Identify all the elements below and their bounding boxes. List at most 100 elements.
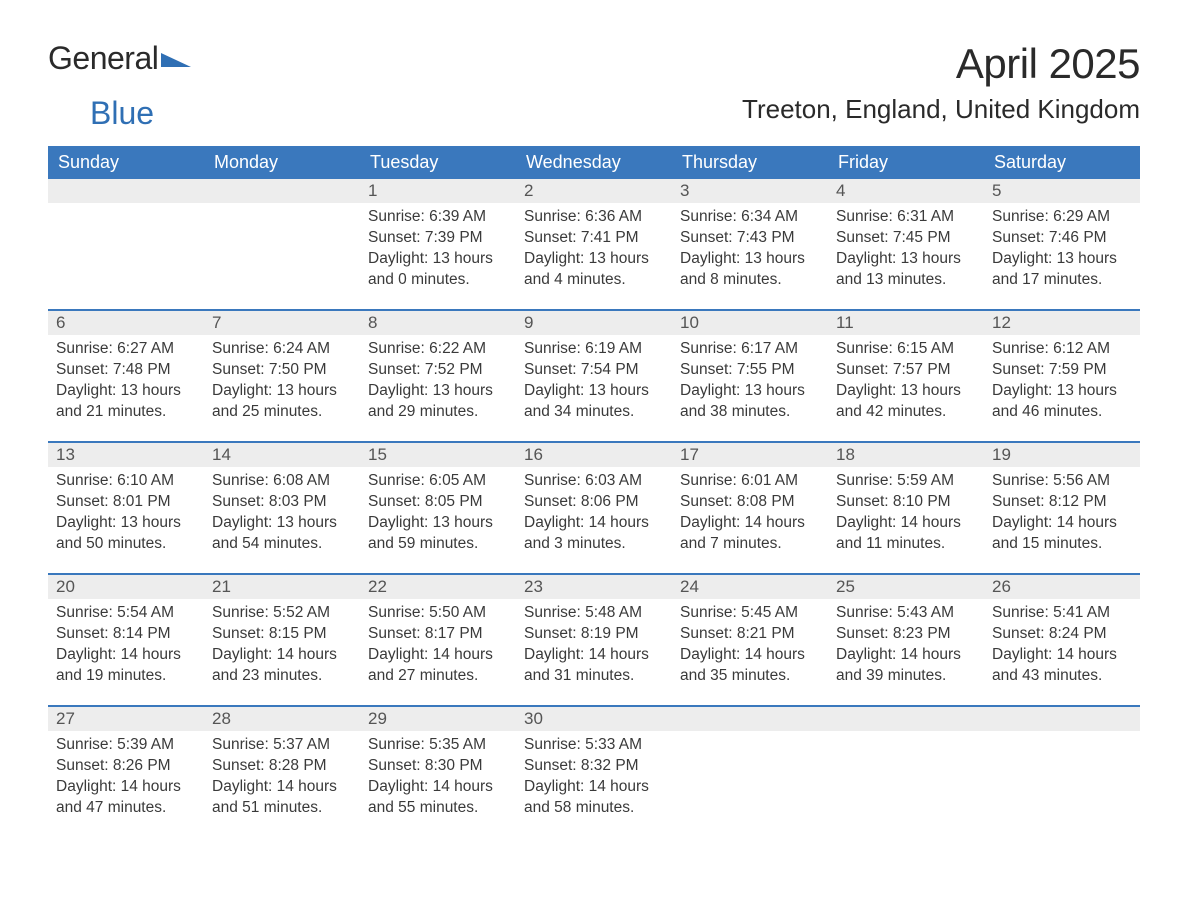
day-header-thu: Thursday xyxy=(672,146,828,179)
sunset-text: Sunset: 8:19 PM xyxy=(524,624,664,645)
sunrise-text: Sunrise: 5:33 AM xyxy=(524,735,664,756)
daylight-text: Daylight: 14 hours and 55 minutes. xyxy=(368,777,508,819)
day-details: Sunrise: 6:19 AMSunset: 7:54 PMDaylight:… xyxy=(516,335,672,423)
calendar-day: 14Sunrise: 6:08 AMSunset: 8:03 PMDayligh… xyxy=(204,443,360,573)
calendar-day: 29Sunrise: 5:35 AMSunset: 8:30 PMDayligh… xyxy=(360,707,516,837)
daylight-text: Daylight: 13 hours and 54 minutes. xyxy=(212,513,352,555)
daylight-text: Daylight: 14 hours and 39 minutes. xyxy=(836,645,976,687)
logo-text-blue: Blue xyxy=(90,95,154,132)
sunset-text: Sunset: 8:12 PM xyxy=(992,492,1132,513)
title-block: April 2025 Treeton, England, United King… xyxy=(742,40,1140,125)
calendar-week: 1Sunrise: 6:39 AMSunset: 7:39 PMDaylight… xyxy=(48,179,1140,309)
day-number: 16 xyxy=(516,443,672,467)
day-details: Sunrise: 5:35 AMSunset: 8:30 PMDaylight:… xyxy=(360,731,516,819)
day-details: Sunrise: 5:37 AMSunset: 8:28 PMDaylight:… xyxy=(204,731,360,819)
sunset-text: Sunset: 7:46 PM xyxy=(992,228,1132,249)
sunset-text: Sunset: 8:10 PM xyxy=(836,492,976,513)
day-number: 23 xyxy=(516,575,672,599)
sunset-text: Sunset: 7:57 PM xyxy=(836,360,976,381)
daylight-text: Daylight: 13 hours and 46 minutes. xyxy=(992,381,1132,423)
daylight-text: Daylight: 14 hours and 7 minutes. xyxy=(680,513,820,555)
sunrise-text: Sunrise: 5:35 AM xyxy=(368,735,508,756)
sunrise-text: Sunrise: 6:29 AM xyxy=(992,207,1132,228)
daylight-text: Daylight: 14 hours and 3 minutes. xyxy=(524,513,664,555)
sunrise-text: Sunrise: 6:05 AM xyxy=(368,471,508,492)
calendar-day xyxy=(204,179,360,309)
day-number: 20 xyxy=(48,575,204,599)
day-details: Sunrise: 5:52 AMSunset: 8:15 PMDaylight:… xyxy=(204,599,360,687)
calendar-day: 12Sunrise: 6:12 AMSunset: 7:59 PMDayligh… xyxy=(984,311,1140,441)
day-details: Sunrise: 5:41 AMSunset: 8:24 PMDaylight:… xyxy=(984,599,1140,687)
calendar-day xyxy=(828,707,984,837)
calendar-day: 1Sunrise: 6:39 AMSunset: 7:39 PMDaylight… xyxy=(360,179,516,309)
calendar-day: 16Sunrise: 6:03 AMSunset: 8:06 PMDayligh… xyxy=(516,443,672,573)
sunset-text: Sunset: 8:08 PM xyxy=(680,492,820,513)
daylight-text: Daylight: 14 hours and 31 minutes. xyxy=(524,645,664,687)
calendar-day: 2Sunrise: 6:36 AMSunset: 7:41 PMDaylight… xyxy=(516,179,672,309)
sunrise-text: Sunrise: 6:03 AM xyxy=(524,471,664,492)
day-number: 4 xyxy=(828,179,984,203)
sunrise-text: Sunrise: 5:43 AM xyxy=(836,603,976,624)
day-details: Sunrise: 5:59 AMSunset: 8:10 PMDaylight:… xyxy=(828,467,984,555)
day-details: Sunrise: 5:33 AMSunset: 8:32 PMDaylight:… xyxy=(516,731,672,819)
day-number: 3 xyxy=(672,179,828,203)
calendar-day: 24Sunrise: 5:45 AMSunset: 8:21 PMDayligh… xyxy=(672,575,828,705)
day-number: 17 xyxy=(672,443,828,467)
day-number: 12 xyxy=(984,311,1140,335)
day-header-sat: Saturday xyxy=(984,146,1140,179)
sunset-text: Sunset: 7:55 PM xyxy=(680,360,820,381)
sunrise-text: Sunrise: 6:39 AM xyxy=(368,207,508,228)
calendar-day: 28Sunrise: 5:37 AMSunset: 8:28 PMDayligh… xyxy=(204,707,360,837)
day-number: 24 xyxy=(672,575,828,599)
day-details: Sunrise: 6:39 AMSunset: 7:39 PMDaylight:… xyxy=(360,203,516,291)
logo-flag-icon xyxy=(161,40,191,77)
calendar-day: 17Sunrise: 6:01 AMSunset: 8:08 PMDayligh… xyxy=(672,443,828,573)
day-number: 2 xyxy=(516,179,672,203)
day-number: 8 xyxy=(360,311,516,335)
daylight-text: Daylight: 14 hours and 11 minutes. xyxy=(836,513,976,555)
sunrise-text: Sunrise: 6:27 AM xyxy=(56,339,196,360)
sunrise-text: Sunrise: 5:52 AM xyxy=(212,603,352,624)
day-details: Sunrise: 6:24 AMSunset: 7:50 PMDaylight:… xyxy=(204,335,360,423)
sunset-text: Sunset: 8:21 PM xyxy=(680,624,820,645)
sunset-text: Sunset: 7:43 PM xyxy=(680,228,820,249)
logo: General xyxy=(48,40,191,77)
logo-text-general: General xyxy=(48,40,158,77)
sunrise-text: Sunrise: 6:17 AM xyxy=(680,339,820,360)
day-details: Sunrise: 5:39 AMSunset: 8:26 PMDaylight:… xyxy=(48,731,204,819)
calendar-day xyxy=(48,179,204,309)
calendar-day: 6Sunrise: 6:27 AMSunset: 7:48 PMDaylight… xyxy=(48,311,204,441)
sunrise-text: Sunrise: 6:12 AM xyxy=(992,339,1132,360)
sunset-text: Sunset: 7:54 PM xyxy=(524,360,664,381)
day-details: Sunrise: 5:45 AMSunset: 8:21 PMDaylight:… xyxy=(672,599,828,687)
calendar-day xyxy=(672,707,828,837)
daylight-text: Daylight: 14 hours and 19 minutes. xyxy=(56,645,196,687)
day-number: 5 xyxy=(984,179,1140,203)
day-header-tue: Tuesday xyxy=(360,146,516,179)
calendar-day: 10Sunrise: 6:17 AMSunset: 7:55 PMDayligh… xyxy=(672,311,828,441)
calendar-day: 22Sunrise: 5:50 AMSunset: 8:17 PMDayligh… xyxy=(360,575,516,705)
sunrise-text: Sunrise: 6:34 AM xyxy=(680,207,820,228)
sunset-text: Sunset: 7:59 PM xyxy=(992,360,1132,381)
day-details: Sunrise: 6:03 AMSunset: 8:06 PMDaylight:… xyxy=(516,467,672,555)
daylight-text: Daylight: 13 hours and 8 minutes. xyxy=(680,249,820,291)
sunset-text: Sunset: 8:15 PM xyxy=(212,624,352,645)
day-details: Sunrise: 5:50 AMSunset: 8:17 PMDaylight:… xyxy=(360,599,516,687)
sunset-text: Sunset: 8:17 PM xyxy=(368,624,508,645)
calendar-day xyxy=(984,707,1140,837)
sunrise-text: Sunrise: 6:15 AM xyxy=(836,339,976,360)
day-number: 14 xyxy=(204,443,360,467)
calendar-day: 13Sunrise: 6:10 AMSunset: 8:01 PMDayligh… xyxy=(48,443,204,573)
sunset-text: Sunset: 8:24 PM xyxy=(992,624,1132,645)
day-details: Sunrise: 5:43 AMSunset: 8:23 PMDaylight:… xyxy=(828,599,984,687)
sunset-text: Sunset: 8:06 PM xyxy=(524,492,664,513)
sunset-text: Sunset: 7:45 PM xyxy=(836,228,976,249)
daylight-text: Daylight: 14 hours and 23 minutes. xyxy=(212,645,352,687)
day-details: Sunrise: 6:36 AMSunset: 7:41 PMDaylight:… xyxy=(516,203,672,291)
day-number: 6 xyxy=(48,311,204,335)
daylight-text: Daylight: 14 hours and 27 minutes. xyxy=(368,645,508,687)
sunset-text: Sunset: 8:05 PM xyxy=(368,492,508,513)
sunset-text: Sunset: 7:48 PM xyxy=(56,360,196,381)
sunrise-text: Sunrise: 6:31 AM xyxy=(836,207,976,228)
day-details: Sunrise: 6:12 AMSunset: 7:59 PMDaylight:… xyxy=(984,335,1140,423)
